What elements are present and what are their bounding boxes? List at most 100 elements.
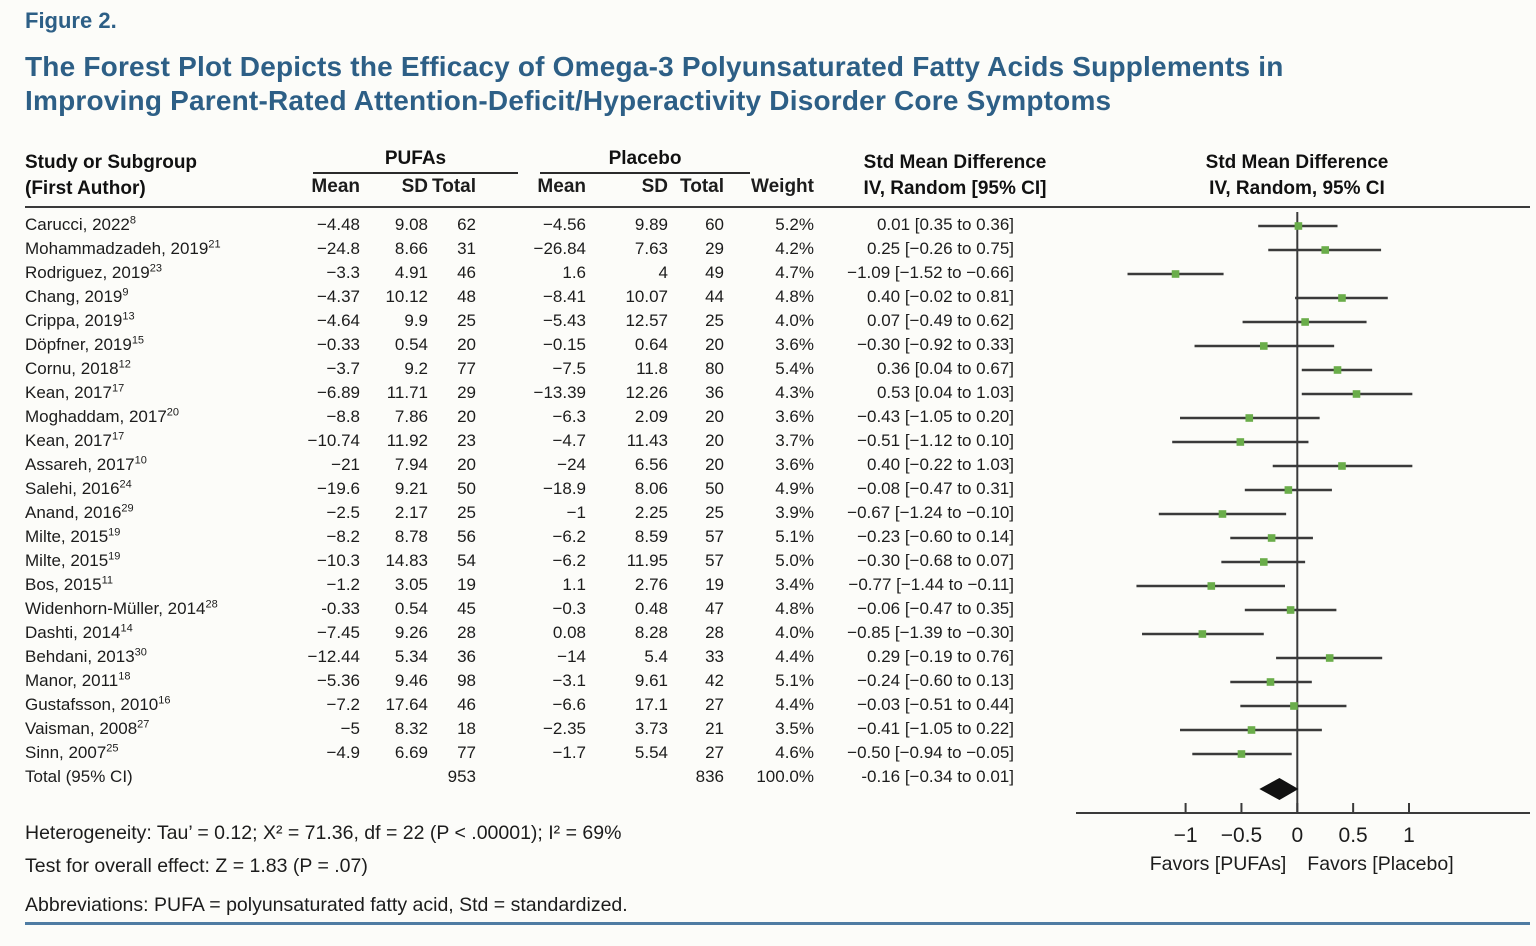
point-estimate-marker bbox=[1333, 366, 1342, 374]
study-name: Kean, 201717 bbox=[25, 382, 125, 402]
placebo-mean: −1.7 bbox=[552, 743, 586, 762]
smd-ci: −1.09 [−1.52 to −0.66] bbox=[847, 263, 1014, 282]
placebo-sd: 8.59 bbox=[634, 527, 668, 546]
point-estimate-marker bbox=[1321, 246, 1330, 254]
pufas-sd: 0.54 bbox=[394, 599, 428, 618]
placebo-sd: 2.09 bbox=[634, 407, 668, 426]
 bbox=[476, 765, 586, 789]
study-name: Milte, 201519 bbox=[25, 550, 121, 570]
smd-ci: −0.85 [−1.39 to −0.30] bbox=[847, 623, 1014, 642]
pufas-grand-total: 953 bbox=[447, 767, 476, 786]
pufas-total: 77 bbox=[457, 359, 476, 378]
table-row: Crippa, 201913 −4.64 9.9 25 −5.43 12.57 25 4.0%… bbox=[0, 309, 1536, 333]
pufas-mean: −7.45 bbox=[316, 623, 360, 642]
column-header-smd-text: Std Mean Difference IV, Random [95% CI] bbox=[863, 152, 1047, 199]
pufas-mean: −8.8 bbox=[326, 407, 360, 426]
placebo-total: 80 bbox=[705, 359, 724, 378]
smd-ci: 0.36 [0.04 to 0.67] bbox=[876, 359, 1014, 378]
placebo-total: 20 bbox=[705, 335, 724, 354]
point-estimate-marker bbox=[1290, 702, 1298, 710]
heterogeneity-note: Heterogeneity: Tau’ = 0.12; X² = 71.36, … bbox=[25, 822, 622, 844]
pufas-sd: 9.2 bbox=[404, 359, 428, 378]
pufas-sd: 3.05 bbox=[394, 575, 428, 594]
weight: 5.0% bbox=[775, 551, 814, 570]
table-row: Manor, 201118 −5.36 9.46 98 −3.1 9.61 42 5.1% −0… bbox=[0, 669, 1536, 693]
pufas-mean: −7.2 bbox=[326, 695, 360, 714]
column-header-placebo-total: Total bbox=[680, 176, 724, 197]
pufas-mean: −5 bbox=[340, 719, 360, 738]
pufas-mean: −4.48 bbox=[316, 215, 360, 234]
pufas-sd: 11.92 bbox=[386, 431, 428, 450]
smd-ci: −0.30 [−0.68 to 0.07] bbox=[857, 551, 1014, 570]
study-name: Behdani, 201330 bbox=[25, 646, 147, 666]
pufas-total: 77 bbox=[457, 743, 476, 762]
reference-superscript: 17 bbox=[111, 382, 125, 395]
study-name: Carucci, 20228 bbox=[25, 214, 137, 234]
pufas-sd: 9.46 bbox=[394, 671, 428, 690]
placebo-total: 57 bbox=[705, 527, 724, 546]
point-estimate-marker bbox=[1245, 414, 1254, 422]
placebo-sd: 5.4 bbox=[644, 647, 668, 666]
placebo-mean: −3.1 bbox=[552, 671, 586, 690]
column-header-placebo-mean: Mean bbox=[537, 176, 586, 197]
placebo-mean: −4.7 bbox=[552, 431, 586, 450]
pufas-mean: −8.2 bbox=[326, 527, 360, 546]
study-name: Kean, 201717 bbox=[25, 430, 125, 450]
pufas-mean: −19.6 bbox=[316, 479, 360, 498]
weight: 4.8% bbox=[775, 599, 814, 618]
placebo-total: 27 bbox=[705, 743, 724, 762]
total-label: Total (95% CI) bbox=[25, 767, 133, 786]
column-header-pufas-sd: SD bbox=[401, 176, 428, 197]
smd-ci: −0.06 [−0.47 to 0.35] bbox=[857, 599, 1014, 618]
study-name: Chang, 20199 bbox=[25, 286, 129, 306]
point-estimate-marker bbox=[1286, 606, 1295, 614]
placebo-sd: 8.06 bbox=[634, 479, 668, 498]
weight: 5.2% bbox=[775, 215, 814, 234]
reference-superscript: 24 bbox=[119, 478, 132, 491]
pufas-sd: 9.9 bbox=[404, 311, 428, 330]
placebo-mean: −2.35 bbox=[542, 719, 586, 738]
table-row: Moghaddam, 201720 −8.8 7.86 20 −6.3 2.09 20 3.6… bbox=[0, 405, 1536, 429]
pufas-total: 25 bbox=[457, 311, 476, 330]
pufas-mean: −3.3 bbox=[326, 263, 360, 282]
reference-superscript: 18 bbox=[118, 670, 131, 683]
pufas-total: 98 bbox=[457, 671, 476, 690]
point-estimate-marker bbox=[1237, 750, 1246, 758]
pufas-mean: −3.7 bbox=[326, 359, 360, 378]
pufas-mean: −21 bbox=[331, 455, 360, 474]
placebo-total: 49 bbox=[705, 263, 724, 282]
placebo-total: 60 bbox=[705, 215, 724, 234]
study-name: Dashti, 201414 bbox=[25, 622, 133, 642]
column-header-smd-plot: Std Mean Difference IV, Random, 95% CI bbox=[1205, 152, 1389, 199]
weight: 4.0% bbox=[775, 623, 814, 642]
table-row: Milte, 201519 −10.3 14.83 54 −6.2 11.95 57 5.0%… bbox=[0, 549, 1536, 573]
placebo-total: 29 bbox=[705, 239, 724, 258]
study-name: Assareh, 201710 bbox=[25, 454, 147, 474]
study-name: Cornu, 201812 bbox=[25, 358, 131, 378]
point-estimate-marker bbox=[1236, 438, 1245, 446]
point-estimate-marker bbox=[1266, 678, 1275, 686]
placebo-mean: −8.41 bbox=[542, 287, 586, 306]
placebo-sd: 8.28 bbox=[634, 623, 668, 642]
placebo-sd: 4 bbox=[658, 263, 668, 282]
placebo-mean: 1.6 bbox=[562, 263, 586, 282]
placebo-mean: −0.3 bbox=[552, 599, 586, 618]
smd-ci: −0.50 [−0.94 to −0.05] bbox=[847, 743, 1014, 762]
point-estimate-marker bbox=[1171, 270, 1180, 278]
weight: 3.5% bbox=[775, 719, 814, 738]
smd-ci: −0.24 [−0.60 to 0.13] bbox=[857, 671, 1014, 690]
total-summary-row: Total (95% CI) 953 836 100.0% -0.16 [−0.34 t… bbox=[0, 765, 1536, 789]
table-row: Anand, 201629 −2.5 2.17 25 −1 2.25 25 3.9% −0.67… bbox=[0, 501, 1536, 525]
table-row: Assareh, 201710 −21 7.94 20 −24 6.56 20 3.6% 0.4… bbox=[0, 453, 1536, 477]
table-row: Chang, 20199 −4.37 10.12 48 −8.41 10.07 44 4.8%… bbox=[0, 285, 1536, 309]
pufas-total: 20 bbox=[457, 455, 476, 474]
point-estimate-marker bbox=[1267, 534, 1276, 542]
smd-ci: −0.51 [−1.12 to 0.10] bbox=[857, 431, 1014, 450]
pufas-sd: 11.71 bbox=[386, 383, 428, 402]
placebo-sd: 11.95 bbox=[626, 551, 668, 570]
placebo-total: 27 bbox=[705, 695, 724, 714]
reference-superscript: 15 bbox=[131, 334, 145, 347]
table-row: Döpfner, 201915 −0.33 0.54 20 −0.15 0.64 20 3.6… bbox=[0, 333, 1536, 357]
bottom-border-rule bbox=[25, 922, 1530, 925]
pufas-mean: −10.3 bbox=[316, 551, 360, 570]
